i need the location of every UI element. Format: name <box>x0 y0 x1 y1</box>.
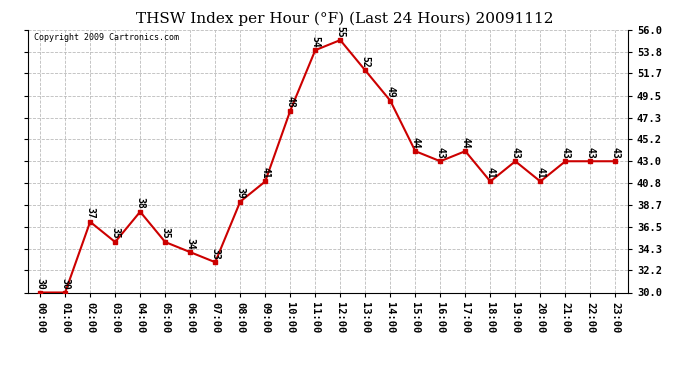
Text: THSW Index per Hour (°F) (Last 24 Hours) 20091112: THSW Index per Hour (°F) (Last 24 Hours)… <box>136 11 554 26</box>
Text: 39: 39 <box>235 187 245 199</box>
Text: 44: 44 <box>460 136 471 148</box>
Text: 38: 38 <box>135 197 145 209</box>
Text: 35: 35 <box>110 228 120 239</box>
Text: 43: 43 <box>585 147 595 159</box>
Text: 43: 43 <box>511 147 520 159</box>
Text: 41: 41 <box>535 167 545 178</box>
Text: 43: 43 <box>435 147 445 159</box>
Text: 44: 44 <box>411 136 420 148</box>
Text: 41: 41 <box>485 167 495 178</box>
Text: 30: 30 <box>60 278 70 290</box>
Text: Copyright 2009 Cartronics.com: Copyright 2009 Cartronics.com <box>34 33 179 42</box>
Text: 54: 54 <box>310 36 320 47</box>
Text: 37: 37 <box>85 207 95 219</box>
Text: 43: 43 <box>611 147 620 159</box>
Text: 52: 52 <box>360 56 371 68</box>
Text: 33: 33 <box>210 248 220 259</box>
Text: 41: 41 <box>260 167 270 178</box>
Text: 48: 48 <box>285 96 295 108</box>
Text: 35: 35 <box>160 228 170 239</box>
Text: 43: 43 <box>560 147 571 159</box>
Text: 49: 49 <box>385 86 395 98</box>
Text: 30: 30 <box>35 278 45 290</box>
Text: 34: 34 <box>185 238 195 249</box>
Text: 55: 55 <box>335 26 345 38</box>
